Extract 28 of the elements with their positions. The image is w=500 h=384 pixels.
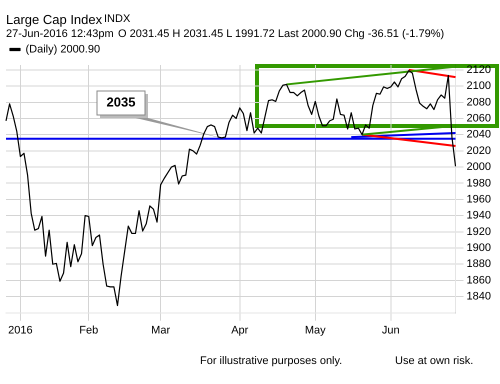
y-tick-label: 2020 <box>466 144 492 157</box>
text: Large Cap Index <box>6 12 102 27</box>
y-tick-label: 1940 <box>466 210 492 222</box>
x-tick-label: Apr <box>231 324 249 336</box>
x-tick-label: Feb <box>79 324 98 336</box>
y-tick-label: 2060 <box>466 112 492 124</box>
text: Use at own risk. <box>395 355 474 367</box>
text: 27-Jun-2016 12:43pm <box>6 28 114 40</box>
x-tick-label: May <box>304 324 326 336</box>
y-tick-label: 1900 <box>466 242 492 254</box>
y-tick-label: 2040 <box>466 128 492 141</box>
y-tick-label: 1840 <box>466 290 492 303</box>
x-tick-label: Mar <box>151 324 170 336</box>
y-tick-label: 2100 <box>466 80 492 92</box>
y-tick-label: 1960 <box>466 193 492 206</box>
x-tick-label: 2016 <box>8 324 33 336</box>
text: For illustrative purposes only. <box>200 355 342 367</box>
y-tick-label: 1880 <box>466 258 492 270</box>
text: O 2031.45 H 2031.45 L 1991.72 Last 2000.90 Chg -36.51 (-1.79%) <box>118 28 444 40</box>
y-tick-label: 1980 <box>466 177 492 190</box>
y-tick-label: 1860 <box>466 274 492 286</box>
legend-label: (Daily) 2000.90 <box>26 44 100 56</box>
ref-line-label: 2035 <box>106 94 136 110</box>
y-tick-label: 1920 <box>466 226 492 238</box>
y-tick-label: 2000 <box>466 161 492 174</box>
text: INDX <box>104 13 130 25</box>
y-tick-label: 2080 <box>466 96 492 108</box>
x-tick-label: Jun <box>382 324 400 336</box>
